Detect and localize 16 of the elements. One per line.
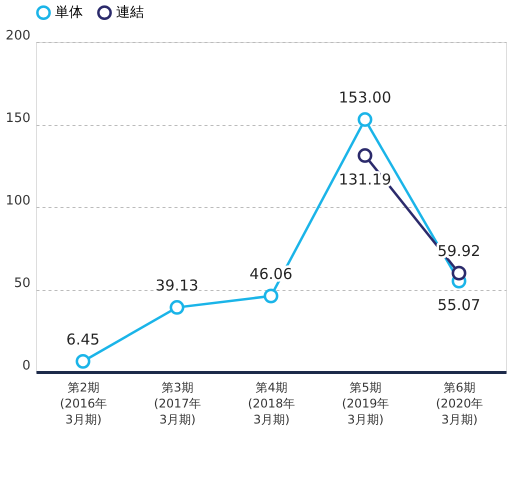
y-tick-label: 150 — [6, 111, 30, 126]
legend-label: 単体 — [55, 4, 83, 21]
data-label: 6.45 — [66, 330, 100, 348]
data-label: 153.00 — [338, 88, 392, 107]
x-tick-label: 第3期 (2017年 3月期) — [154, 380, 202, 426]
y-tick-label: 100 — [6, 194, 30, 208]
legend-label: 連結 — [116, 4, 144, 21]
y-tick-label: 200 — [6, 28, 30, 44]
x-tick-label: 第4期 (2018年 3月期) — [248, 380, 296, 426]
x-tick-label: 第6期 (2020年 3月期) — [436, 380, 484, 426]
x-tick-label: 第5期 (2019年 3月期) — [342, 380, 390, 426]
data-label: 39.13 — [156, 276, 198, 294]
y-tick-label: 50 — [14, 276, 30, 291]
y-tick-label: 0 — [22, 358, 30, 374]
x-tick-label: 第2期 (2016年 3月期) — [60, 380, 108, 426]
data-label: 55.07 — [438, 296, 480, 314]
